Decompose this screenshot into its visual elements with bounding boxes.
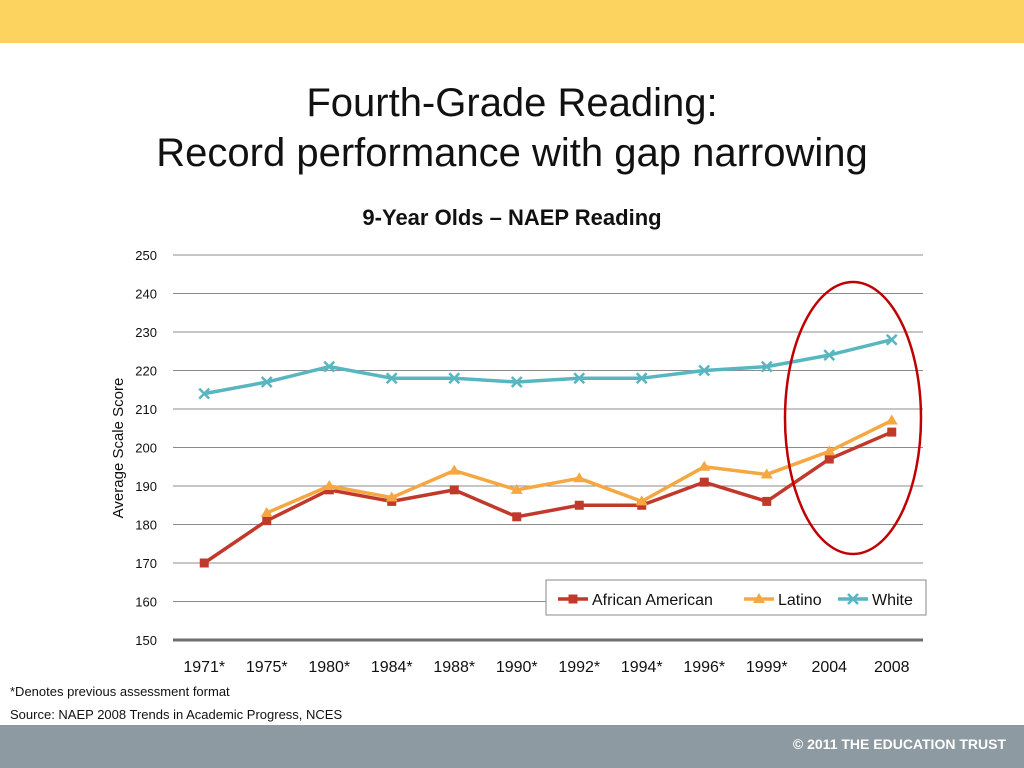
- data-point: [323, 360, 336, 373]
- x-tick-label: 1994*: [621, 659, 663, 676]
- data-point: [262, 516, 272, 526]
- data-point: [323, 480, 336, 490]
- y-axis-title: Average Scale Score: [110, 378, 127, 519]
- data-point: [760, 468, 773, 479]
- data-point: [698, 364, 711, 377]
- data-point: [847, 593, 859, 605]
- data-point: [574, 500, 584, 510]
- data-point: [887, 427, 897, 437]
- y-tick-label: 200: [135, 441, 157, 456]
- y-tick-label: 230: [135, 325, 157, 340]
- y-tick-labels: 150 160 170 180 190 200 210 220 230 240 250: [135, 248, 157, 648]
- legend-item: Latino: [744, 592, 822, 609]
- data-point: [448, 464, 461, 475]
- data-point: [573, 372, 586, 385]
- series-line: [203, 338, 893, 396]
- y-tick-label: 180: [135, 518, 157, 533]
- legend-label: African American: [592, 592, 713, 609]
- legend: African American Latino White: [545, 579, 927, 616]
- x-tick-label: 1984*: [371, 659, 413, 676]
- footnote: *Denotes previous assessment format: [10, 684, 230, 699]
- data-point: [449, 485, 459, 495]
- y-tick-label: 220: [135, 364, 157, 379]
- data-point: [510, 376, 523, 388]
- x-tick-label: 2008: [874, 659, 910, 676]
- y-tick-label: 190: [135, 479, 157, 494]
- y-tick-label: 150: [135, 633, 157, 648]
- y-tick-label: 210: [135, 402, 157, 417]
- series-latino: [260, 414, 898, 517]
- data-point: [568, 594, 578, 604]
- slide-title-line-1: Fourth-Grade Reading:: [306, 81, 718, 125]
- x-tick-labels: 1971* 1975* 1980* 1984* 1988* 1990* 1992* 1994*…: [183, 659, 909, 676]
- legend-label: Latino: [778, 592, 822, 609]
- data-point: [385, 491, 398, 502]
- data-point: [448, 372, 461, 385]
- data-point: [573, 472, 586, 483]
- data-point: [753, 593, 765, 603]
- x-tick-label: 1988*: [433, 659, 475, 676]
- x-tick-label: 1980*: [308, 659, 350, 676]
- data-point: [885, 414, 898, 425]
- data-point: [635, 495, 648, 506]
- y-tick-label: 170: [135, 556, 157, 571]
- gridlines: [173, 254, 923, 642]
- legend-label: White: [872, 592, 913, 609]
- legend-item: White: [838, 592, 913, 609]
- line-chart: 9-Year Olds – NAEP Reading Average Scale…: [110, 205, 927, 676]
- data-point: [510, 483, 523, 494]
- y-tick-label: 250: [135, 248, 157, 263]
- data-point: [260, 376, 273, 388]
- slide-title-line-2: Record performance with gap narrowing: [156, 131, 868, 175]
- data-point: [823, 445, 836, 456]
- data-point: [385, 372, 398, 385]
- x-tick-label: 1992*: [558, 659, 600, 676]
- x-tick-label: 1996*: [683, 659, 725, 676]
- data-point: [698, 460, 711, 471]
- data-point: [699, 477, 709, 487]
- x-tick-label: 1990*: [496, 659, 538, 676]
- top-accent-bar: [0, 0, 1024, 43]
- data-point: [885, 333, 898, 346]
- slide-title: Fourth-Grade Reading: Record performance…: [0, 78, 1024, 178]
- x-tick-label: 2004: [811, 659, 847, 676]
- data-point: [760, 360, 773, 373]
- data-point: [512, 512, 522, 522]
- legend-item: African American: [558, 592, 713, 609]
- data-point: [635, 372, 648, 385]
- series-line: [203, 430, 893, 565]
- copyright-text: © 2011 THE EDUCATION TRUST: [792, 736, 1006, 752]
- x-tick-label: 1975*: [246, 659, 288, 676]
- series-white: [198, 333, 898, 400]
- y-tick-label: 160: [135, 595, 157, 610]
- y-tick-label: 240: [135, 287, 157, 302]
- series-lines: [198, 333, 898, 568]
- x-tick-label: 1971*: [183, 659, 225, 676]
- data-point: [823, 349, 836, 361]
- data-point: [199, 558, 209, 568]
- data-point: [762, 496, 772, 506]
- bottom-bar: © 2011 THE EDUCATION TRUST: [0, 725, 1024, 768]
- chart-title: 9-Year Olds – NAEP Reading: [362, 205, 661, 230]
- x-tick-label: 1999*: [746, 659, 788, 676]
- source-note: Source: NAEP 2008 Trends in Academic Pro…: [10, 707, 343, 722]
- highlight-circle: [783, 280, 923, 556]
- data-point: [824, 454, 834, 464]
- data-point: [260, 506, 273, 517]
- data-point: [198, 387, 211, 400]
